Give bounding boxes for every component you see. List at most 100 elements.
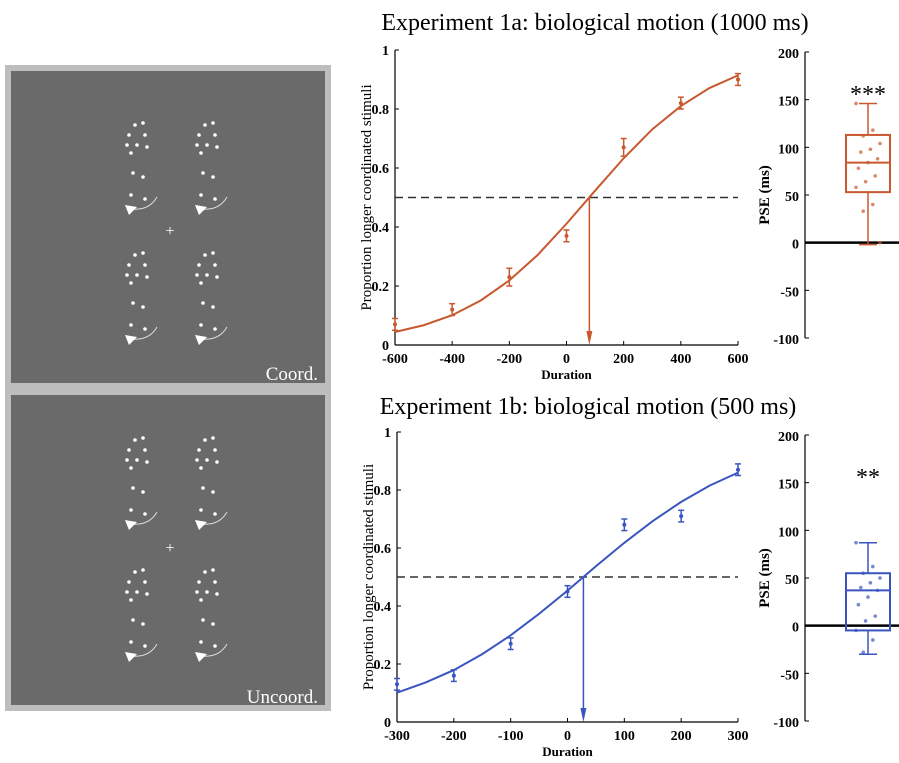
stimulus-dot: [125, 458, 129, 462]
x-tick-label: 200: [671, 729, 692, 744]
stimulus-dot: [141, 568, 145, 572]
significance: ***: [850, 82, 886, 108]
stimulus-dot: [211, 121, 215, 125]
subject-point: [871, 564, 875, 569]
x-tick-label: -100: [498, 729, 524, 744]
subject-point: [873, 174, 877, 178]
stimulus-dot: [125, 143, 129, 147]
y-tick-label: 0: [384, 716, 391, 731]
y-tick-label: 0.8: [374, 484, 392, 499]
subject-point: [871, 202, 875, 207]
y-tick-label: -100: [773, 716, 799, 731]
subject-point: [875, 156, 880, 161]
stimulus-dot: [133, 438, 137, 442]
data-point: [395, 682, 399, 687]
stimulus-dot: [211, 251, 215, 255]
stimulus-dot: [195, 273, 199, 277]
subject-point: [866, 595, 870, 599]
y-tick-label: 0.2: [372, 280, 390, 295]
stimulus-dot: [129, 508, 133, 512]
data-point: [736, 77, 740, 82]
stimulus-dot: [211, 305, 215, 309]
stimulus-dot: [145, 275, 149, 279]
stimuli: ++: [125, 121, 228, 662]
stimulus-dot: [203, 253, 207, 257]
stimulus-dot: [143, 197, 147, 201]
arrow-head: [195, 205, 207, 215]
data-point: [679, 514, 684, 519]
y-tick-label: -50: [780, 285, 799, 300]
stimulus-dot: [129, 466, 133, 470]
data-point: [736, 467, 740, 472]
y-axis-label: PSE (ms): [757, 165, 773, 225]
stimulus-dot: [213, 133, 217, 137]
stimulus-dot: [213, 197, 217, 201]
significance: **: [856, 465, 880, 491]
stimulus-dot: [145, 460, 149, 464]
subject-point: [856, 602, 861, 607]
stimulus-dot: [127, 448, 131, 452]
stimulus-dot: [129, 640, 133, 644]
arrow-head: [195, 652, 207, 662]
stimulus-dot: [211, 622, 215, 626]
stimulus-dot: [131, 301, 135, 305]
subject-point: [871, 638, 875, 642]
stimulus-dot: [199, 323, 203, 327]
panel-label: Uncoord.: [247, 687, 318, 708]
x-tick-label: 200: [613, 352, 634, 367]
stimulus-dot: [211, 490, 215, 494]
stimulus-dot: [143, 448, 147, 452]
y-tick-label: 0.6: [374, 542, 392, 557]
stimulus-dot: [213, 644, 217, 648]
stimulus-dot: [197, 263, 201, 267]
stimulus-dot: [199, 508, 203, 512]
stimulus-dot: [197, 448, 201, 452]
stimulus-dot: [127, 133, 131, 137]
subject-point: [859, 150, 863, 154]
y-axis-label: Proportion longer coordinated stimuli: [359, 84, 375, 310]
stimulus-dot: [143, 263, 147, 267]
y-tick-label: 1: [384, 426, 391, 441]
stimulus-dot: [141, 175, 145, 179]
y-tick-label: 0.2: [374, 658, 392, 673]
y-tick-label: -50: [780, 668, 799, 683]
stimulus-dot: [205, 458, 209, 462]
y-tick-label: 1: [382, 44, 389, 59]
stimulus-dot: [129, 281, 133, 285]
stimulus-dot: [199, 640, 203, 644]
stimulus-dot: [203, 438, 207, 442]
stimulus-dot: [141, 436, 145, 440]
x-axis-label: Duration: [541, 367, 592, 382]
y-tick-label: 100: [778, 525, 799, 540]
y-tick-label: 50: [785, 573, 799, 588]
subject-point: [861, 571, 865, 576]
y-tick-label: 0.4: [374, 600, 392, 615]
stimulus-dot: [143, 512, 147, 516]
stimulus-dot: [135, 143, 139, 147]
stimulus-dot: [199, 151, 203, 155]
fit-curve: [396, 471, 739, 694]
stimulus-dot: [133, 570, 137, 574]
x-tick-label: 600: [728, 352, 749, 367]
subject-point: [878, 141, 882, 146]
y-tick-label: 0.4: [372, 221, 390, 236]
stimulus-dot: [205, 143, 209, 147]
data-point: [678, 101, 683, 106]
y-tick-label: 0: [792, 621, 799, 636]
x-tick-label: -600: [382, 352, 408, 367]
stimulus-dot: [141, 251, 145, 255]
stimulus-dot: [125, 273, 129, 277]
y-tick-label: 200: [778, 430, 799, 445]
stimulus-dot: [131, 171, 135, 175]
stimulus-dot: [201, 486, 205, 490]
stimulus-dot: [215, 275, 219, 279]
stimulus-dot: [197, 133, 201, 137]
box: [845, 572, 891, 632]
x-tick-label: -400: [439, 352, 465, 367]
stimulus-dot: [129, 598, 133, 602]
fixation: +: [165, 540, 174, 557]
stimulus-dot: [199, 598, 203, 602]
stimulus-dot: [205, 273, 209, 277]
x-tick-label: 300: [728, 729, 749, 744]
